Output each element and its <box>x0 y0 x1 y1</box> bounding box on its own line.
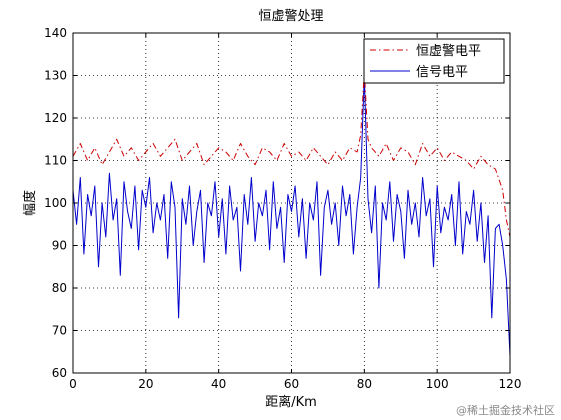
x-tick-label: 100 <box>426 377 449 391</box>
y-tick-label: 110 <box>44 154 67 168</box>
y-tick-label: 90 <box>52 239 67 253</box>
legend-label-signal-level: 信号电平 <box>416 65 468 80</box>
series-line-clutter-level <box>72 70 511 238</box>
legend: 恒虚警电平 信号电平 <box>363 38 505 84</box>
x-tick-label: 20 <box>138 377 153 391</box>
legend-box <box>363 38 505 84</box>
x-tick-label: 120 <box>499 377 522 391</box>
watermark: @稀土掘金技术社区 <box>456 403 555 417</box>
legend-label-clutter-level: 恒虚警电平 <box>416 43 481 59</box>
series-layer <box>72 70 511 357</box>
x-tick-label: 0 <box>69 377 77 391</box>
x-tick-label: 60 <box>284 377 299 391</box>
y-tick-label: 130 <box>44 69 67 83</box>
y-tick-label: 100 <box>44 196 67 210</box>
y-tick-label: 60 <box>52 366 67 380</box>
chart-title: 恒虚警处理 <box>258 8 323 24</box>
y-axis-label: 幅度 <box>22 190 38 216</box>
y-tick-label: 70 <box>52 324 67 338</box>
x-tick-label: 80 <box>357 377 372 391</box>
y-tick-label: 140 <box>44 26 67 40</box>
x-tick-label: 40 <box>211 377 226 391</box>
y-tick-label: 80 <box>52 281 67 295</box>
series-line-signal-level <box>72 75 511 357</box>
y-tick-label: 120 <box>44 111 67 125</box>
axis-ticks: 0 20 40 60 80 100 120 60 70 80 90 100 110 120 130 140 <box>44 26 521 391</box>
x-axis-label: 距离/Km <box>265 394 317 410</box>
